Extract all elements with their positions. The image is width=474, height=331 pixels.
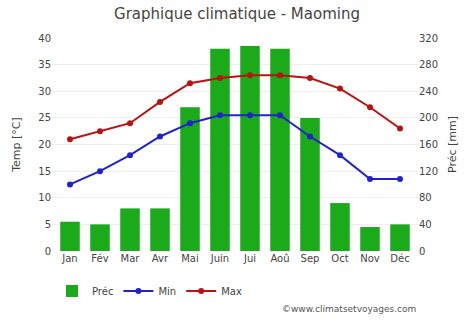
svg-text:200: 200 [419,112,438,123]
svg-text:160: 160 [419,139,438,150]
svg-text:Préc: Préc [92,286,113,297]
svg-text:320: 320 [419,33,438,44]
svg-text:Min: Min [158,286,176,297]
svg-text:Fév: Fév [91,253,108,264]
svg-text:80: 80 [419,192,432,203]
svg-text:40: 40 [38,33,51,44]
svg-text:120: 120 [419,166,438,177]
svg-text:35: 35 [38,59,51,70]
svg-text:30: 30 [38,86,51,97]
svg-text:25: 25 [38,112,51,123]
svg-text:40: 40 [419,219,432,230]
svg-text:Déc: Déc [390,253,409,264]
svg-text:Jan: Jan [61,253,77,264]
svg-text:20: 20 [38,139,51,150]
svg-text:Mar: Mar [121,253,141,264]
svg-text:Nov: Nov [360,253,380,264]
svg-text:240: 240 [419,86,438,97]
svg-text:10: 10 [38,192,51,203]
svg-text:Sep: Sep [301,253,320,264]
svg-text:Jui: Jui [243,253,256,264]
svg-text:Juin: Juin [210,253,229,264]
svg-text:15: 15 [38,166,51,177]
svg-text:0: 0 [419,246,425,257]
svg-text:Oct: Oct [331,253,348,264]
svg-text:©www.climatsetvoyages.com: ©www.climatsetvoyages.com [282,304,416,314]
svg-text:Avr: Avr [152,253,169,264]
svg-text:Préc [mm]: Préc [mm] [446,116,459,173]
svg-text:5: 5 [45,219,51,230]
svg-text:280: 280 [419,59,438,70]
svg-text:Aoû: Aoû [270,253,289,264]
svg-text:Temp [°C]: Temp [°C] [10,117,23,173]
svg-text:0: 0 [45,246,51,257]
svg-text:Mai: Mai [181,253,199,264]
svg-text:Max: Max [221,286,242,297]
svg-text:Graphique climatique - Maoming: Graphique climatique - Maoming [114,5,360,23]
